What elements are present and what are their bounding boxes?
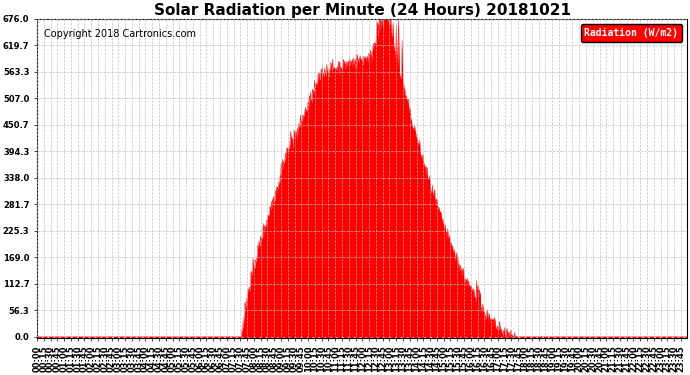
Title: Solar Radiation per Minute (24 Hours) 20181021: Solar Radiation per Minute (24 Hours) 20… (154, 3, 571, 18)
Text: Copyright 2018 Cartronics.com: Copyright 2018 Cartronics.com (43, 28, 195, 39)
Legend: Radiation (W/m2): Radiation (W/m2) (580, 24, 682, 42)
